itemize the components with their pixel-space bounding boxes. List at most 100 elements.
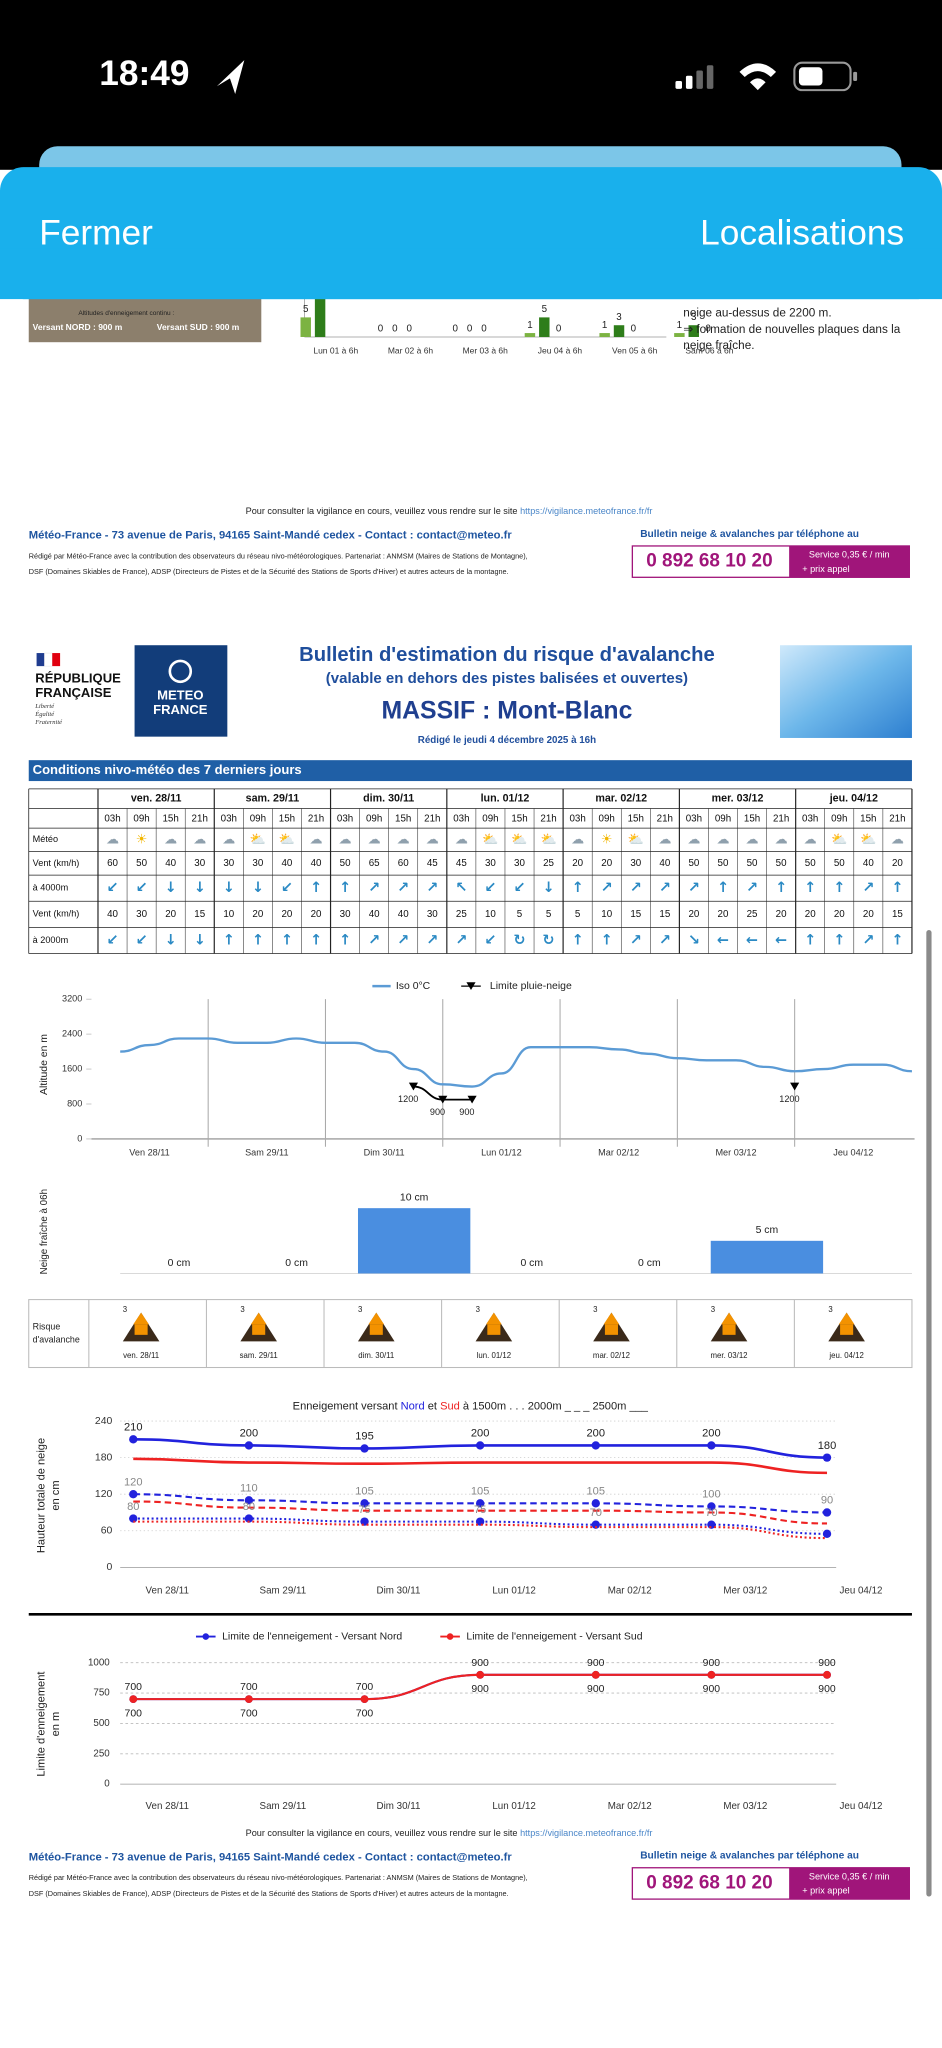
locations-button[interactable]: Localisations bbox=[700, 213, 904, 252]
point-label: 700 bbox=[356, 1682, 374, 1693]
y-axis-label: Hauteur totale de neige bbox=[36, 1438, 48, 1553]
point-label: 70 bbox=[705, 1507, 717, 1519]
wind-dir: ↑ bbox=[310, 880, 322, 896]
close-button[interactable]: Fermer bbox=[39, 213, 153, 252]
wind-dir: ↘ bbox=[688, 932, 700, 948]
bar-label: 1 bbox=[527, 320, 532, 331]
wind-dir: ↓ bbox=[223, 880, 235, 896]
wind-dir: ↗ bbox=[746, 880, 758, 896]
row-label: Vent (km/h) bbox=[33, 858, 80, 868]
wind-dir: ↗ bbox=[862, 932, 874, 948]
wind-speed: 30 bbox=[485, 858, 496, 869]
risk-level: 3 bbox=[828, 1305, 833, 1314]
wind-dir: ↑ bbox=[572, 932, 584, 948]
bar bbox=[599, 333, 610, 337]
risk-icon-top bbox=[603, 1312, 620, 1325]
wind-dir: ↓ bbox=[543, 880, 555, 896]
marker bbox=[707, 1441, 716, 1450]
battery-level bbox=[798, 67, 823, 86]
hour-label: 09h bbox=[133, 814, 149, 825]
risk-icon-level bbox=[840, 1324, 854, 1335]
wind-dir: ↑ bbox=[339, 880, 351, 896]
title-part: à 1500m . . . 2000m _ _ _ 2500m ___ bbox=[460, 1401, 649, 1413]
bar-label: 3 bbox=[616, 312, 622, 323]
marker bbox=[244, 1441, 254, 1450]
wind-dir: ← bbox=[746, 932, 758, 948]
meteo-name: FRANCE bbox=[153, 702, 208, 717]
wind-speed: 10 bbox=[223, 909, 234, 920]
vigilance-link[interactable]: https://vigilance.meteofrance.fr/fr bbox=[520, 506, 652, 516]
wind-dir: ↓ bbox=[194, 880, 206, 896]
altitude-box bbox=[28, 295, 262, 343]
bar-label: 0 bbox=[705, 324, 711, 335]
note-line: neige au-dessus de 2200 m. bbox=[683, 307, 831, 320]
marker bbox=[360, 1695, 369, 1704]
wifi-icon bbox=[739, 63, 777, 91]
wind-dir: ↑ bbox=[891, 932, 903, 948]
wind-speed: 20 bbox=[601, 858, 612, 869]
wind-speed: 20 bbox=[834, 909, 845, 920]
wind-speed: 50 bbox=[805, 858, 816, 869]
wind-speed: 15 bbox=[892, 909, 903, 920]
x-tick-label: Lun 01/12 bbox=[492, 1801, 536, 1812]
y-tick-label: 250 bbox=[93, 1748, 110, 1759]
risk-date: jeu. 04/12 bbox=[828, 1351, 863, 1360]
wind-speed: 20 bbox=[718, 909, 729, 920]
weather-icon: ☁ bbox=[339, 832, 352, 847]
wind-dir: ↑ bbox=[572, 880, 584, 896]
x-tick-label: Jeu 04/12 bbox=[833, 1148, 873, 1158]
weather-icon: ☁ bbox=[193, 832, 206, 847]
wind-speed: 15 bbox=[194, 909, 205, 920]
credits: Rédigé par Météo-France avec la contribu… bbox=[29, 1873, 528, 1882]
point-label: 180 bbox=[818, 1440, 837, 1452]
marker bbox=[408, 1082, 419, 1091]
hour-label: 15h bbox=[511, 814, 527, 825]
wind-dir: ↑ bbox=[223, 932, 235, 948]
x-tick-label: Dim 30/11 bbox=[377, 1801, 421, 1812]
wind-speed: 20 bbox=[572, 858, 583, 869]
wind-speed: 20 bbox=[165, 909, 176, 920]
meteo-logo-mark bbox=[168, 659, 193, 684]
meteo-name: METEO bbox=[157, 688, 203, 703]
wind-speed: 40 bbox=[398, 909, 409, 920]
bar-label: 0 bbox=[481, 324, 487, 335]
bulletin-title: Bulletin d'estimation du risque d'avalan… bbox=[299, 644, 715, 666]
weather-icon: ⛅ bbox=[279, 832, 295, 847]
wind-speed: 40 bbox=[281, 858, 292, 869]
wind-dir: ↙ bbox=[484, 880, 496, 896]
weather-icon: ☁ bbox=[658, 832, 671, 847]
y-tick-label: 0 bbox=[77, 1133, 82, 1143]
wind-speed: 30 bbox=[514, 858, 525, 869]
wind-speed: 20 bbox=[805, 909, 816, 920]
wind-speed: 45 bbox=[456, 858, 467, 869]
bar-label: 0 bbox=[467, 324, 473, 335]
marker bbox=[244, 1496, 254, 1505]
wind-dir: ↓ bbox=[194, 932, 206, 948]
phone-title: Bulletin neige & avalanches par téléphon… bbox=[640, 529, 859, 540]
wind-speed: 5 bbox=[575, 909, 581, 920]
weather-icon: ☁ bbox=[368, 832, 381, 847]
wind-speed: 25 bbox=[456, 909, 467, 920]
title-part: et bbox=[425, 1401, 440, 1413]
bar-label: 1 bbox=[677, 320, 682, 331]
point-label: 900 bbox=[703, 1658, 721, 1669]
point-label: 70 bbox=[590, 1507, 602, 1519]
risk-date: ven. 28/11 bbox=[123, 1351, 159, 1360]
hour-label: 21h bbox=[773, 814, 789, 825]
altitude-north: Versant NORD : 900 m bbox=[33, 322, 123, 332]
flag-blue bbox=[36, 653, 45, 667]
marker bbox=[475, 1499, 485, 1508]
wind-dir: ← bbox=[775, 932, 787, 948]
wind-speed: 30 bbox=[194, 858, 205, 869]
vigilance-link[interactable]: https://vigilance.meteofrance.fr/fr bbox=[520, 1828, 652, 1838]
risk-icon-top bbox=[721, 1312, 737, 1325]
wind-dir: ↗ bbox=[397, 932, 409, 948]
title-part: Nord bbox=[401, 1401, 425, 1413]
y-axis-label: en cm bbox=[50, 1480, 62, 1510]
marker bbox=[244, 1695, 253, 1704]
wind-dir: ↗ bbox=[601, 880, 613, 896]
x-tick-label: Ven 28/11 bbox=[129, 1148, 169, 1158]
price: Service 0,35 € / min bbox=[809, 550, 890, 560]
wind-dir: ← bbox=[717, 932, 729, 948]
